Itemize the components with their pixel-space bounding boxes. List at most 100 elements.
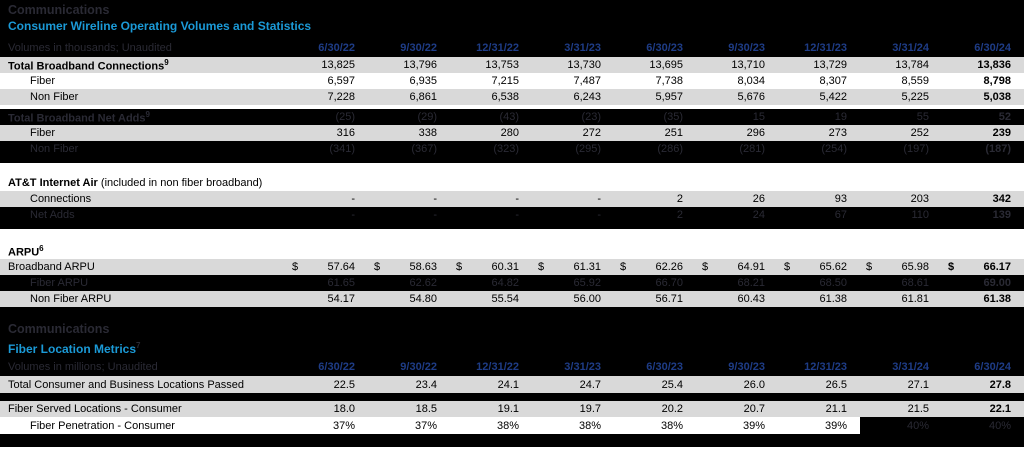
value-cell: 27.8 bbox=[989, 378, 1011, 391]
row-label: AT&T Internet Air (included in non fiber… bbox=[8, 177, 263, 189]
row-label: Fiber Served Locations - Consumer bbox=[8, 403, 182, 415]
value-cell: (367) bbox=[411, 143, 437, 155]
date-column-header: 9/30/22 bbox=[400, 42, 437, 54]
value-cell: 54.80 bbox=[409, 293, 437, 305]
value-cell: (341) bbox=[329, 143, 355, 155]
value-cell: 60.43 bbox=[737, 293, 765, 305]
date-column-header: 12/31/22 bbox=[476, 361, 519, 373]
value-cell: 13,825 bbox=[321, 59, 355, 71]
date-column-header: 6/30/22 bbox=[318, 361, 355, 373]
value-cell: 26.0 bbox=[743, 378, 765, 391]
value-cell: (286) bbox=[657, 143, 683, 155]
value-cell: 38% bbox=[578, 419, 601, 432]
section-fiber-location-metrics: Communications Fiber Location Metrics7 V… bbox=[0, 307, 1024, 434]
value-cell: 316 bbox=[336, 127, 355, 139]
units-note: Volumes in thousands; Unaudited bbox=[8, 42, 172, 54]
value-cell: 6,935 bbox=[409, 75, 437, 87]
value-cell: 8,798 bbox=[983, 75, 1011, 87]
bottom-bar bbox=[0, 434, 1024, 447]
value-cell: 61.38 bbox=[983, 293, 1011, 305]
value-cell: 13,753 bbox=[485, 59, 519, 71]
value-cell: 26.5 bbox=[825, 378, 847, 391]
value-cell: 13,730 bbox=[567, 59, 601, 71]
table-title: Consumer Wireline Operating Volumes and … bbox=[8, 19, 312, 33]
date-column-header: 12/31/23 bbox=[804, 42, 847, 54]
value-cell: $66.17 bbox=[948, 261, 1011, 273]
value-cell: 7,738 bbox=[655, 75, 683, 87]
value-cell: 139 bbox=[992, 209, 1011, 221]
row-label: Non Fiber bbox=[30, 143, 79, 155]
value-cell: 52 bbox=[998, 111, 1011, 123]
value-cell: 25.4 bbox=[661, 378, 683, 391]
row-label: Fiber bbox=[30, 127, 56, 139]
value-cell: 252 bbox=[910, 127, 929, 139]
date-column-header: 6/30/24 bbox=[974, 361, 1011, 373]
value-cell: 13,784 bbox=[895, 59, 929, 71]
value-cell: 24.7 bbox=[579, 378, 601, 391]
value-cell: 55 bbox=[916, 111, 929, 123]
section2-header: Communications Fiber Location Metrics7 V… bbox=[0, 307, 1024, 376]
date-column-header: 3/31/24 bbox=[892, 42, 929, 54]
value-cell: - bbox=[515, 193, 519, 205]
value-cell: 342 bbox=[992, 193, 1011, 205]
date-column-header: 12/31/23 bbox=[804, 361, 847, 373]
table-row: Non Fiber ARPU 54.17 54.80 55.54 56.00 56.71 6… bbox=[0, 291, 1024, 307]
table-body: Total Broadband Connections9 13,825 13,796… bbox=[0, 57, 1024, 307]
value-cell: 54.17 bbox=[327, 293, 355, 305]
value-cell: 8,034 bbox=[737, 75, 765, 87]
separator-band bbox=[0, 229, 1024, 243]
table-row: Fiber Served Locations - Consumer 18.0 18.… bbox=[0, 401, 1024, 417]
value-cell: $58.63 bbox=[374, 261, 437, 273]
value-cell: 280 bbox=[500, 127, 519, 139]
value-cell: 5,676 bbox=[737, 91, 765, 103]
value-cell: 37% bbox=[332, 419, 355, 432]
value-cell: 5,225 bbox=[901, 91, 929, 103]
value-cell: 68.21 bbox=[737, 277, 765, 289]
value-cell: 6,861 bbox=[409, 91, 437, 103]
row-label: Total Broadband Net Adds9 bbox=[8, 109, 150, 125]
value-cell: 38% bbox=[660, 419, 683, 432]
row-label: Total Broadband Connections9 bbox=[8, 57, 169, 73]
row-label: Non Fiber bbox=[30, 91, 79, 103]
value-cell: 40% bbox=[860, 417, 942, 434]
table-row: Total Consumer and Business Locations Pa… bbox=[0, 376, 1024, 393]
value-cell: 18.0 bbox=[333, 403, 355, 415]
value-cell: 7,487 bbox=[573, 75, 601, 87]
value-cell: 251 bbox=[664, 127, 683, 139]
value-cell: 26 bbox=[752, 193, 765, 205]
section-consumer-wireline: Communications Consumer Wireline Operati… bbox=[0, 0, 1024, 307]
spacer bbox=[8, 309, 1024, 321]
column-header-row: Volumes in thousands; Unaudited 6/30/22 9… bbox=[8, 35, 1024, 57]
separator-band bbox=[0, 163, 1024, 175]
date-column-header: 6/30/23 bbox=[646, 42, 683, 54]
table-row: Fiber ARPU 61.65 62.62 64.82 65.92 66.70 68.21… bbox=[0, 275, 1024, 291]
value-cell: 13,729 bbox=[813, 59, 847, 71]
value-cell: 19.1 bbox=[497, 403, 519, 415]
value-cell: 65.92 bbox=[573, 277, 601, 289]
value-cell: 8,559 bbox=[901, 75, 929, 87]
value-cell: 2 bbox=[676, 193, 683, 205]
value-cell: 61.65 bbox=[327, 277, 355, 289]
table-row: Non Fiber (341) (367) (323) (295) (286) (281) (… bbox=[0, 141, 1024, 157]
value-cell: 6,597 bbox=[327, 75, 355, 87]
value-cell: 15 bbox=[752, 111, 765, 123]
value-cell: 61.38 bbox=[819, 293, 847, 305]
row-label: Broadband ARPU bbox=[8, 261, 95, 273]
value-cell: 19 bbox=[834, 111, 847, 123]
value-cell: $60.31 bbox=[456, 261, 519, 273]
value-cell: 56.00 bbox=[573, 293, 601, 305]
section1-header: Communications Consumer Wireline Operati… bbox=[0, 0, 1024, 57]
value-cell: 56.71 bbox=[655, 293, 683, 305]
table-body: Total Consumer and Business Locations Pa… bbox=[0, 376, 1024, 434]
units-note: Volumes in millions; Unaudited bbox=[8, 361, 158, 373]
value-cell: 13,710 bbox=[731, 59, 765, 71]
value-cell: 272 bbox=[582, 127, 601, 139]
row-label: Non Fiber ARPU bbox=[30, 293, 112, 305]
table-title: Fiber Location Metrics7 bbox=[8, 337, 1024, 356]
value-cell: (29) bbox=[417, 111, 437, 123]
row-gap bbox=[0, 105, 1024, 109]
value-cell: 67 bbox=[834, 209, 847, 221]
table-row: Non Fiber 7,228 6,861 6,538 6,243 5,957 5,676 5… bbox=[0, 89, 1024, 105]
date-column-header: 12/31/22 bbox=[476, 42, 519, 54]
